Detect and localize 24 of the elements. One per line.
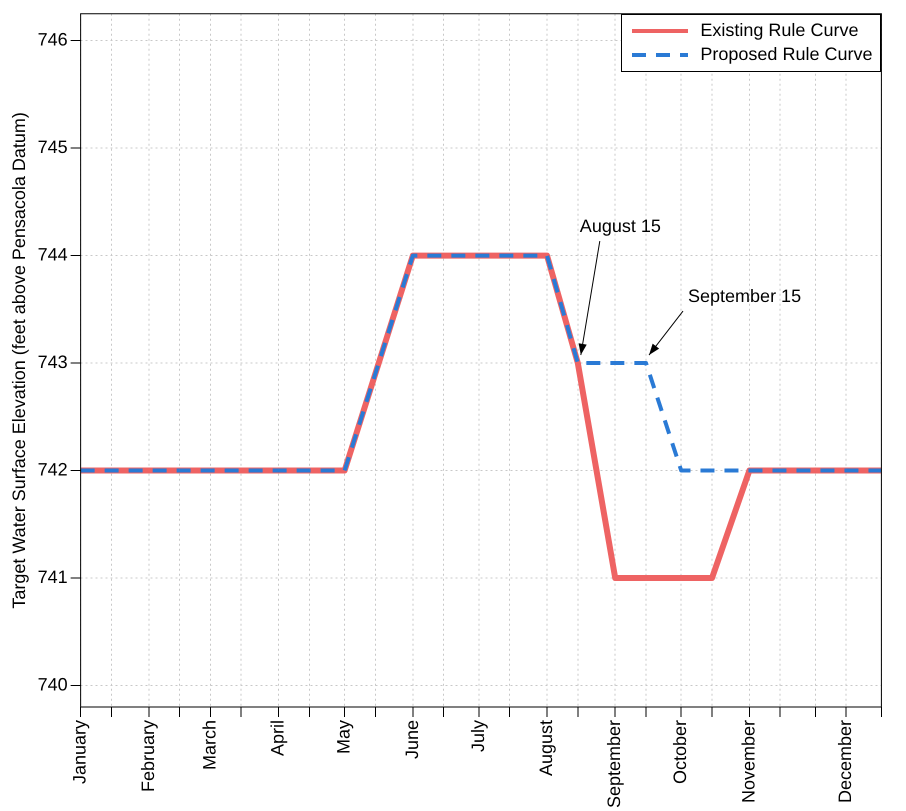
legend-label: Existing Rule Curve	[700, 20, 858, 42]
x-tick-label: August	[536, 720, 556, 776]
x-tick-label: April	[268, 720, 288, 756]
y-tick-label: 741	[38, 566, 68, 587]
x-tick-label: March	[199, 720, 220, 770]
x-tick-label: November	[738, 720, 758, 803]
x-tick-label: September	[604, 720, 624, 808]
y-tick-label: 744	[38, 244, 68, 265]
y-tick-label: 742	[38, 459, 68, 480]
x-tick-label: June	[402, 720, 422, 759]
y-tick-label: 740	[38, 674, 68, 694]
x-tick-label: July	[468, 720, 488, 752]
legend-label: Proposed Rule Curve	[700, 44, 872, 66]
annotation: August 15	[580, 216, 661, 236]
x-tick-label: May	[334, 720, 354, 754]
x-tick-label: October	[670, 720, 690, 784]
y-tick-label: 745	[38, 137, 68, 158]
annotation: September 15	[688, 286, 802, 306]
y-axis-title: Target Water Surface Elevation (feet above Pensacola Datum)	[8, 112, 29, 609]
x-tick-label: February	[138, 720, 158, 792]
y-tick-label: 746	[38, 30, 68, 50]
x-tick-label: January	[70, 720, 90, 784]
x-tick-label: December	[835, 720, 856, 803]
y-tick-label: 743	[38, 352, 68, 372]
